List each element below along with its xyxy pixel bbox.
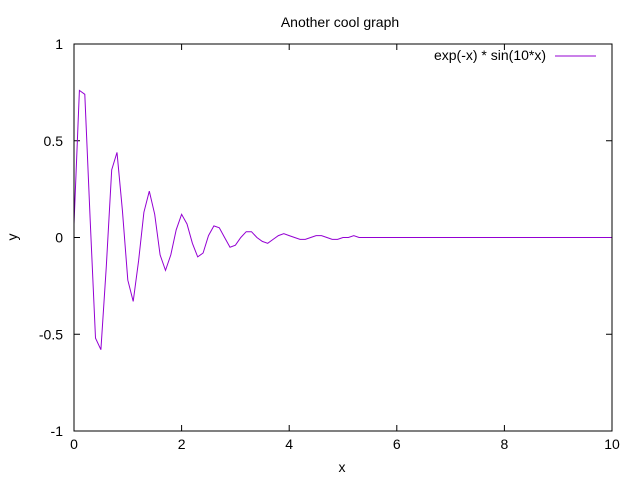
x-tick-label: 10: [604, 436, 620, 452]
axis-ticks: 0 2 4 6 8 10 -1 -0.5 0 0.5 1: [39, 36, 620, 452]
x-axis-label: x: [339, 459, 346, 475]
y-tick-label: 0: [55, 230, 63, 246]
y-axis-label: y: [4, 234, 20, 241]
y-tick-label: -1: [51, 423, 64, 439]
plot-frame: [73, 43, 613, 432]
y-tick-label: 1: [55, 36, 63, 52]
x-tick-label: 0: [70, 436, 78, 452]
x-tick-label: 2: [178, 436, 186, 452]
x-tick-label: 6: [393, 436, 401, 452]
x-tick-label: 8: [501, 436, 509, 452]
x-tick-label: 4: [285, 436, 293, 452]
legend: exp(-x) * sin(10*x): [434, 47, 596, 63]
y-tick-label: 0.5: [44, 133, 64, 149]
chart-title: Another cool graph: [281, 14, 399, 30]
legend-label: exp(-x) * sin(10*x): [434, 47, 546, 63]
plot-area: [73, 89, 612, 350]
y-tick-label: -0.5: [39, 326, 63, 342]
series-line: [73, 89, 612, 350]
